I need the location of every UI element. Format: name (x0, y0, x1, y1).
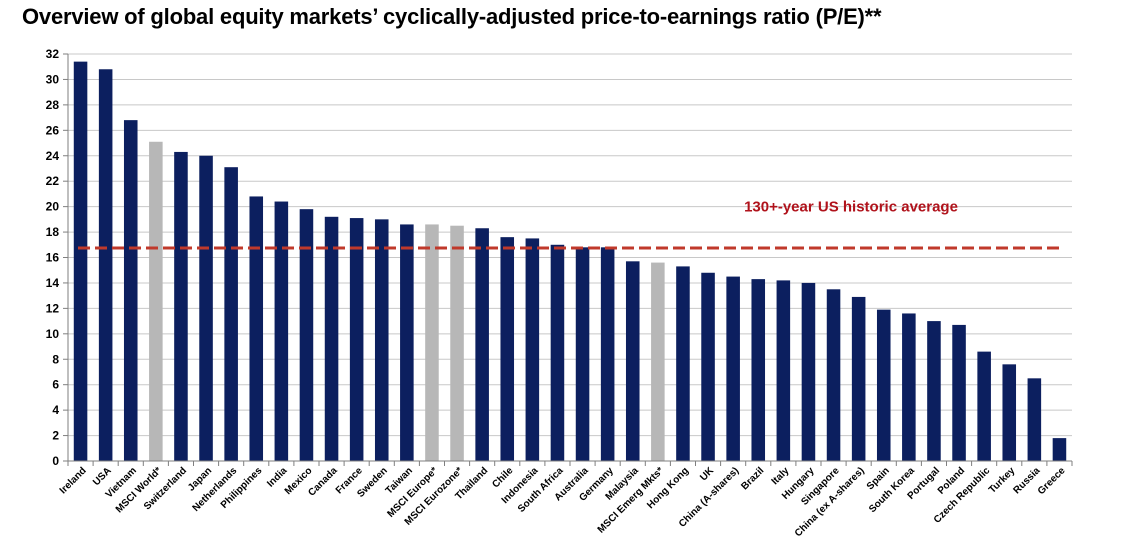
reference-line-group: 130+-year US historic average (78, 199, 1062, 250)
bar-greece (1052, 438, 1067, 461)
grid-lines (68, 53, 1072, 437)
bar-netherlands (224, 167, 238, 461)
bar-malaysia (625, 261, 640, 461)
axes (63, 53, 1073, 466)
y-tick-label: 32 (46, 47, 60, 61)
bar-hong-kong (676, 266, 690, 461)
bar-ireland (73, 61, 88, 461)
bar-msci-europe (425, 224, 439, 461)
bar-italy (776, 280, 791, 461)
y-tick-label: 14 (46, 276, 60, 290)
y-tick-label: 18 (46, 225, 60, 239)
y-tick-label: 4 (52, 403, 59, 417)
bar-portugal (927, 321, 941, 461)
y-tick-label: 26 (46, 123, 60, 137)
y-tick-label: 12 (46, 301, 60, 315)
bar-mexico (299, 209, 314, 461)
bar-msci-world (149, 141, 163, 461)
bar-brazil (751, 279, 766, 461)
bar-india (274, 201, 289, 461)
y-tick-label: 22 (46, 174, 60, 188)
bar-spain (876, 309, 891, 461)
bar-france (349, 218, 364, 461)
y-tick-label: 0 (52, 454, 59, 468)
y-tick-label: 8 (52, 352, 59, 366)
y-tick-label: 16 (46, 251, 60, 265)
bar-thailand (475, 228, 489, 461)
bar-philippines (249, 196, 264, 461)
x-tick-label: Ireland (58, 465, 89, 496)
y-tick-label: 2 (52, 429, 59, 443)
bar-germany (600, 247, 615, 461)
x-tick-label: Greece (1036, 465, 1068, 497)
bar-switzerland (174, 151, 188, 461)
bar-turkey (1002, 364, 1017, 461)
bar-series (73, 61, 1067, 461)
bar-msci-eurozone (450, 225, 464, 461)
y-tick-label: 28 (46, 98, 60, 112)
bar-indonesia (525, 238, 540, 461)
y-tick-label: 30 (46, 72, 60, 86)
bar-japan (199, 155, 213, 461)
bar-poland (952, 324, 966, 461)
bar-vietnam (123, 120, 138, 461)
bar-msci-emerg-mkts (651, 262, 665, 461)
bar-south-korea (902, 313, 916, 461)
bar-uk (701, 272, 715, 461)
x-tick-label: Brazil (739, 465, 766, 492)
bar-hungary (801, 282, 816, 461)
bar-taiwan (400, 224, 414, 461)
x-tick-label: Italy (770, 465, 792, 487)
chart-title: Overview of global equity markets’ cycli… (22, 4, 882, 29)
reference-line-label: 130+-year US historic average (744, 199, 958, 216)
bar-sweden (374, 219, 389, 461)
bar-usa (98, 69, 113, 461)
bar-russia (1027, 378, 1042, 461)
bar-singapore (826, 289, 841, 461)
y-tick-label: 10 (46, 327, 60, 341)
x-tick-label: UK (698, 465, 717, 484)
y-tick-label: 6 (52, 378, 59, 392)
bar-australia (575, 247, 590, 461)
bar-chile (500, 237, 515, 461)
bar-czech-republic (977, 351, 991, 461)
y-tick-label: 20 (46, 200, 60, 214)
x-tick-label: USA (91, 465, 114, 488)
bar-canada (324, 216, 339, 461)
bar-china-a-shares (726, 276, 740, 461)
y-tick-label: 24 (46, 149, 60, 163)
bar-china-ex-a-shares (851, 296, 866, 461)
bar-south-africa (550, 244, 565, 461)
